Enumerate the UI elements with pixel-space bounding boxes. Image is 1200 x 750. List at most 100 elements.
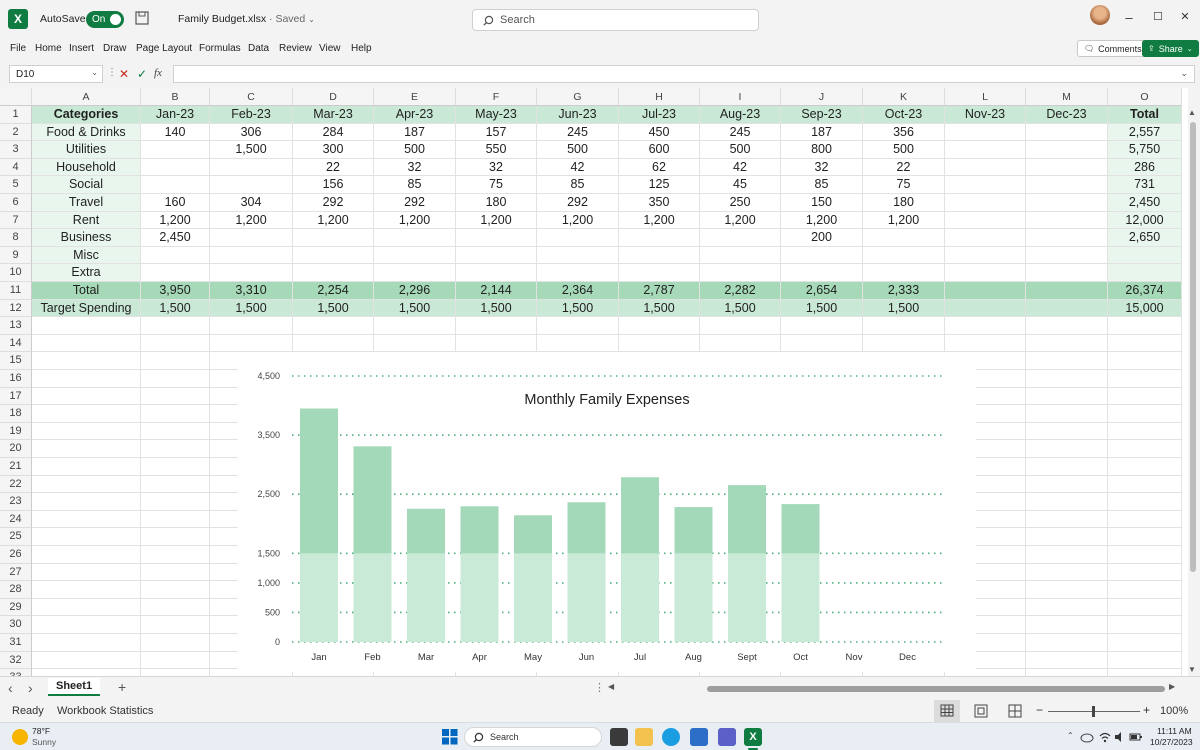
cell-a7[interactable]: Rent [32,211,141,230]
row-header-28[interactable]: 28 [0,581,32,599]
empty-cell[interactable] [1108,458,1182,476]
empty-cell[interactable] [32,581,141,599]
empty-cell[interactable] [945,598,1026,617]
cell-l12[interactable] [945,299,1026,318]
insert-function-icon[interactable]: fx [154,67,162,79]
cell-d8[interactable] [293,229,374,247]
cell-h6[interactable]: 350 [619,194,700,212]
empty-cell[interactable] [141,598,210,617]
cell-m12[interactable] [1026,299,1108,318]
next-sheet-button[interactable]: › [28,680,33,696]
empty-cell[interactable] [1108,528,1182,546]
empty-cell[interactable] [1108,493,1182,511]
cell-f7[interactable]: 1,200 [456,211,537,230]
empty-cell[interactable] [1026,317,1108,335]
cell-i4[interactable]: 42 [700,158,781,177]
empty-cell[interactable] [141,422,210,441]
cell-e12[interactable]: 1,500 [374,299,456,318]
empty-cell[interactable] [32,528,141,546]
cell-a2[interactable]: Food & Drinks [32,123,141,142]
cell-e7[interactable]: 1,200 [374,211,456,230]
bar-target-oct[interactable] [781,553,820,642]
scroll-left-icon[interactable]: ◀ [608,682,615,691]
row-header-2[interactable]: 2 [0,123,32,142]
cell-o8[interactable]: 2,650 [1108,229,1182,247]
column-header-g[interactable]: G [537,88,619,106]
cell-h3[interactable]: 600 [619,141,700,159]
cell-f3[interactable]: 550 [456,141,537,159]
row-header-22[interactable]: 22 [0,475,32,494]
empty-cell[interactable] [1026,352,1108,370]
empty-cell[interactable] [141,370,210,388]
empty-cell[interactable] [945,546,1026,564]
cell-l8[interactable] [945,229,1026,247]
cancel-icon[interactable]: ✕ [119,67,130,81]
select-all-corner[interactable] [0,88,32,106]
cell-b3[interactable] [141,141,210,159]
empty-cell[interactable] [1108,370,1182,388]
menu-formulas[interactable]: Formulas [199,43,241,54]
cell-j8[interactable]: 200 [781,229,863,247]
empty-cell[interactable] [141,317,210,335]
column-header-e[interactable]: E [374,88,456,106]
empty-cell[interactable] [456,334,537,353]
cell-e2[interactable]: 187 [374,123,456,142]
zoom-in-button[interactable]: + [1143,703,1151,717]
empty-cell[interactable] [293,334,374,353]
empty-cell[interactable] [141,528,210,546]
empty-cell[interactable] [374,317,456,335]
taskbar-search[interactable]: Search [464,727,602,747]
empty-cell[interactable] [1108,422,1182,441]
empty-cell[interactable] [1026,510,1108,529]
cell-c5[interactable] [210,176,293,194]
column-header-o[interactable]: O [1108,88,1182,106]
maximize-button[interactable]: ☐ [1153,11,1163,23]
row-header-17[interactable]: 17 [0,387,32,406]
empty-cell[interactable] [1108,387,1182,406]
empty-cell[interactable] [32,563,141,582]
excel-taskbar-icon[interactable]: X [744,728,762,746]
row-header-24[interactable]: 24 [0,510,32,529]
empty-cell[interactable] [1026,493,1108,511]
row-header-11[interactable]: 11 [0,282,32,300]
empty-cell[interactable] [32,634,141,652]
cell-j1[interactable]: Sep-23 [781,106,863,124]
cell-h8[interactable] [619,229,700,247]
cell-a12[interactable]: Target Spending [32,299,141,318]
cell-c2[interactable]: 306 [210,123,293,142]
search-box[interactable]: Search [472,9,759,31]
empty-cell[interactable] [32,458,141,476]
empty-cell[interactable] [456,317,537,335]
cell-o6[interactable]: 2,450 [1108,194,1182,212]
empty-cell[interactable] [1026,458,1108,476]
cell-l5[interactable] [945,176,1026,194]
row-header-18[interactable]: 18 [0,405,32,423]
cell-o9[interactable] [1108,246,1182,265]
cell-h11[interactable]: 2,787 [619,282,700,300]
formula-input[interactable]: ⌄ [173,65,1195,83]
empty-cell[interactable] [863,334,945,353]
row-header-27[interactable]: 27 [0,563,32,582]
cell-i5[interactable]: 45 [700,176,781,194]
row-header-30[interactable]: 30 [0,616,32,634]
row-header-13[interactable]: 13 [0,317,32,335]
cell-m6[interactable] [1026,194,1108,212]
cell-d1[interactable]: Mar-23 [293,106,374,124]
cell-c9[interactable] [210,246,293,265]
row-header-9[interactable]: 9 [0,246,32,265]
cell-c3[interactable]: 1,500 [210,141,293,159]
empty-cell[interactable] [32,493,141,511]
empty-cell[interactable] [700,334,781,353]
cell-b2[interactable]: 140 [141,123,210,142]
empty-cell[interactable] [1026,422,1108,441]
empty-cell[interactable] [141,458,210,476]
cell-o3[interactable]: 5,750 [1108,141,1182,159]
cell-g8[interactable] [537,229,619,247]
empty-cell[interactable] [945,352,1026,370]
cell-j3[interactable]: 800 [781,141,863,159]
empty-cell[interactable] [141,510,210,529]
cell-e1[interactable]: Apr-23 [374,106,456,124]
empty-cell[interactable] [863,317,945,335]
empty-cell[interactable] [1026,616,1108,634]
row-header-31[interactable]: 31 [0,634,32,652]
